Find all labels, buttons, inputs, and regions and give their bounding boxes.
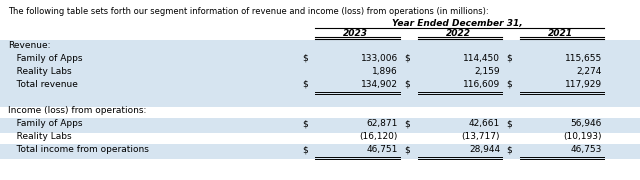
Text: (13,717): (13,717) xyxy=(461,132,500,141)
Text: $: $ xyxy=(404,119,410,128)
Text: 134,902: 134,902 xyxy=(361,80,398,89)
Text: 42,661: 42,661 xyxy=(468,119,500,128)
Text: 117,929: 117,929 xyxy=(565,80,602,89)
Text: Reality Labs: Reality Labs xyxy=(8,132,72,141)
Text: 1,896: 1,896 xyxy=(372,67,398,76)
Text: The following table sets forth our segment information of revenue and income (lo: The following table sets forth our segme… xyxy=(8,7,488,16)
Text: 2023: 2023 xyxy=(342,29,367,38)
Text: $: $ xyxy=(302,54,308,63)
Bar xyxy=(0,53,640,68)
Text: 46,753: 46,753 xyxy=(571,145,602,154)
Text: 133,006: 133,006 xyxy=(361,54,398,63)
Text: 114,450: 114,450 xyxy=(463,54,500,63)
Text: 28,944: 28,944 xyxy=(469,145,500,154)
Text: (16,120): (16,120) xyxy=(360,132,398,141)
Text: Income (loss) from operations:: Income (loss) from operations: xyxy=(8,106,147,115)
Text: 2,274: 2,274 xyxy=(577,67,602,76)
Text: Year Ended December 31,: Year Ended December 31, xyxy=(392,19,523,28)
Bar xyxy=(0,144,640,159)
Text: $: $ xyxy=(404,80,410,89)
Text: 2022: 2022 xyxy=(445,29,470,38)
Text: Family of Apps: Family of Apps xyxy=(8,54,83,63)
Text: $: $ xyxy=(506,54,512,63)
Text: 46,751: 46,751 xyxy=(367,145,398,154)
Text: 56,946: 56,946 xyxy=(571,119,602,128)
Text: $: $ xyxy=(404,54,410,63)
Text: Total income from operations: Total income from operations xyxy=(8,145,149,154)
Text: $: $ xyxy=(506,145,512,154)
Text: $: $ xyxy=(506,119,512,128)
Text: 2,159: 2,159 xyxy=(474,67,500,76)
Text: $: $ xyxy=(302,119,308,128)
Text: 2021: 2021 xyxy=(547,29,573,38)
Text: Family of Apps: Family of Apps xyxy=(8,119,83,128)
Bar xyxy=(0,79,640,93)
Bar xyxy=(0,40,640,55)
Bar xyxy=(0,92,640,107)
Text: $: $ xyxy=(404,145,410,154)
Text: 116,609: 116,609 xyxy=(463,80,500,89)
Text: Total revenue: Total revenue xyxy=(8,80,78,89)
Text: 62,871: 62,871 xyxy=(367,119,398,128)
Bar xyxy=(0,66,640,80)
Bar xyxy=(0,118,640,132)
Text: Reality Labs: Reality Labs xyxy=(8,67,72,76)
Text: $: $ xyxy=(302,145,308,154)
Text: $: $ xyxy=(302,80,308,89)
Text: Revenue:: Revenue: xyxy=(8,41,51,50)
Text: 115,655: 115,655 xyxy=(564,54,602,63)
Text: (10,193): (10,193) xyxy=(563,132,602,141)
Text: $: $ xyxy=(506,80,512,89)
